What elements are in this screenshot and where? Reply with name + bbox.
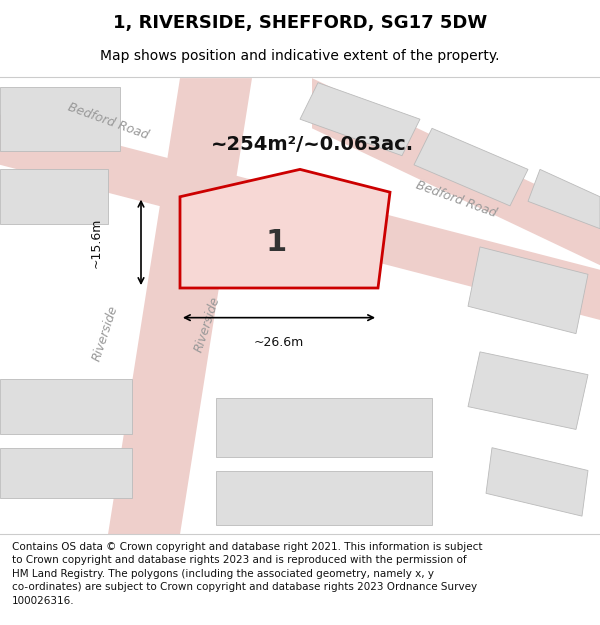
Polygon shape (0, 114, 600, 320)
Text: 1, RIVERSIDE, SHEFFORD, SG17 5DW: 1, RIVERSIDE, SHEFFORD, SG17 5DW (113, 14, 487, 32)
Text: Map shows position and indicative extent of the property.: Map shows position and indicative extent… (100, 49, 500, 63)
Text: ~26.6m: ~26.6m (254, 336, 304, 349)
Text: ~254m²/~0.063ac.: ~254m²/~0.063ac. (211, 135, 413, 154)
Polygon shape (0, 379, 132, 434)
Polygon shape (216, 471, 432, 525)
Text: Riverside: Riverside (90, 304, 120, 363)
Text: Contains OS data © Crown copyright and database right 2021. This information is : Contains OS data © Crown copyright and d… (12, 542, 482, 606)
Polygon shape (180, 169, 390, 288)
Text: Bedford Road: Bedford Road (66, 101, 150, 142)
Text: Bedford Road: Bedford Road (414, 178, 498, 219)
Polygon shape (414, 128, 528, 206)
Polygon shape (0, 448, 132, 498)
Text: Riverside: Riverside (192, 295, 222, 354)
Polygon shape (0, 169, 108, 224)
Polygon shape (108, 78, 252, 534)
Polygon shape (312, 78, 600, 265)
Polygon shape (216, 398, 432, 457)
Polygon shape (468, 352, 588, 429)
Polygon shape (486, 448, 588, 516)
Polygon shape (300, 82, 420, 156)
Polygon shape (468, 247, 588, 334)
Polygon shape (528, 169, 600, 229)
Text: ~15.6m: ~15.6m (89, 217, 103, 268)
Text: 1: 1 (265, 228, 287, 257)
Polygon shape (0, 88, 120, 151)
